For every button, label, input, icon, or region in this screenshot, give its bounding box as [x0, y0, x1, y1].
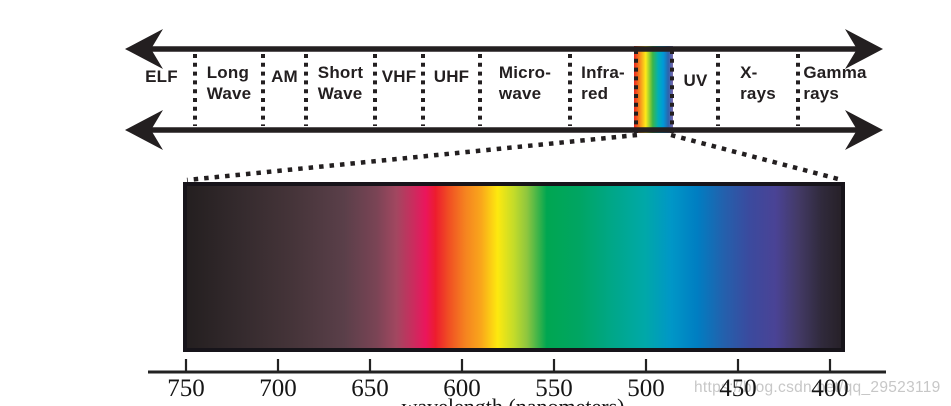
band-segment-long-wave: Long Wave [195, 52, 263, 127]
band-label: ELF [145, 67, 178, 86]
band-segment-uhf: UHF [423, 52, 480, 127]
axis-tick-label: 500 [627, 375, 665, 402]
band-label: AM [271, 67, 298, 86]
band-segment-xrays: X- rays [718, 52, 798, 127]
band-label: VHF [381, 67, 417, 86]
band-segment-infrared: Infra- red [570, 52, 636, 127]
band-label: Short Wave [317, 63, 364, 103]
band-label: UHF [433, 67, 470, 86]
band-segment-short-wave: Short Wave [306, 52, 375, 127]
band-segment-gamma-rays: Gamma rays [798, 52, 872, 127]
band-label: X- rays [740, 63, 776, 103]
band-segment-am: AM [263, 52, 306, 127]
band-label: Long Wave [206, 63, 252, 103]
axis-tick-label: 450 [719, 375, 757, 402]
band-segment-vhf: VHF [375, 52, 423, 127]
axis-tick-label: 650 [351, 375, 389, 402]
axis-label: wavelength (nanometers) [363, 394, 663, 406]
visible-spectrum-band [183, 182, 845, 352]
axis-tick-label: 550 [535, 375, 573, 402]
band-segment-uv: UV [673, 52, 718, 127]
band-label: Micro- wave [498, 63, 552, 103]
axis-tick-label: 400 [811, 375, 849, 402]
band-label: Infra- red [581, 63, 625, 103]
visible-light-strip [634, 46, 673, 133]
watermark: https://blog.csdn.net/qq_29523119 [694, 379, 941, 396]
zoom-connector-lines [186, 132, 843, 183]
axis-tick-label: 750 [167, 375, 205, 402]
band-label: UV [683, 71, 708, 90]
band-label: Gamma rays [803, 63, 867, 103]
band-segment-microwave: Micro- wave [480, 52, 570, 127]
band-segment-elf: ELF [128, 52, 195, 127]
axis-tick-label: 700 [259, 375, 297, 402]
wavelength-axis [148, 359, 886, 374]
axis-tick-label: 600 [443, 375, 481, 402]
axis-ticks [184, 359, 832, 371]
